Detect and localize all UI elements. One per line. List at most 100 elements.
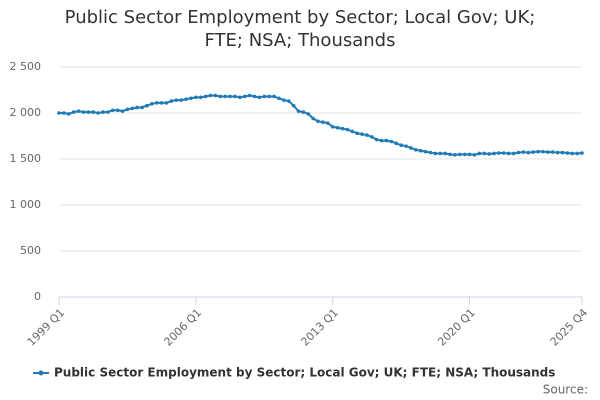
point <box>560 150 565 155</box>
point <box>511 151 516 156</box>
point <box>228 94 232 99</box>
point <box>365 133 369 137</box>
point <box>81 110 86 114</box>
point <box>433 151 438 156</box>
point <box>101 110 105 114</box>
point <box>428 150 433 155</box>
point <box>487 152 491 156</box>
point <box>379 138 384 143</box>
point <box>565 151 570 155</box>
point <box>296 109 301 113</box>
point <box>179 98 183 102</box>
point <box>340 126 345 131</box>
point <box>164 101 169 105</box>
point <box>404 144 408 148</box>
point <box>501 151 506 155</box>
point <box>154 101 159 105</box>
point <box>545 150 550 154</box>
point <box>91 110 96 114</box>
point <box>272 94 276 99</box>
point <box>291 103 296 108</box>
point <box>497 151 501 155</box>
point <box>277 96 281 101</box>
point <box>125 107 130 112</box>
point <box>267 94 271 99</box>
point <box>115 108 120 113</box>
point <box>145 103 149 108</box>
point <box>409 146 413 150</box>
x-tick-label: 2013 Q1 <box>298 306 341 349</box>
point <box>448 152 452 157</box>
y-tick-label: 2 000 <box>10 106 42 119</box>
point <box>462 152 467 157</box>
x-tick-label: 1999 Q1 <box>25 306 68 349</box>
point <box>570 151 575 156</box>
legend-marker <box>38 370 44 376</box>
point <box>477 151 482 156</box>
point <box>399 143 403 147</box>
point <box>62 111 66 115</box>
legend-label: Public Sector Employment by Sector; Loca… <box>54 366 555 380</box>
point <box>389 139 394 144</box>
point <box>316 119 320 124</box>
point <box>521 150 526 154</box>
point <box>423 149 428 154</box>
point <box>242 94 247 99</box>
point <box>506 151 511 156</box>
point <box>130 106 135 111</box>
point <box>467 152 472 157</box>
point <box>198 95 203 100</box>
point <box>414 148 418 152</box>
point <box>159 101 164 105</box>
point <box>106 110 110 114</box>
point <box>526 150 531 155</box>
point <box>550 150 555 154</box>
point <box>233 94 237 99</box>
point <box>66 112 71 116</box>
point <box>370 135 374 139</box>
point <box>189 96 193 101</box>
point <box>394 141 399 146</box>
point <box>438 151 443 156</box>
point <box>360 132 364 136</box>
point <box>374 137 379 142</box>
point <box>555 150 560 155</box>
point <box>135 105 140 110</box>
point <box>443 151 447 156</box>
y-tick-label: 2 500 <box>10 60 42 73</box>
point <box>453 153 457 157</box>
point <box>203 94 208 99</box>
point <box>96 111 100 115</box>
point <box>57 111 61 115</box>
point <box>286 99 291 103</box>
point <box>71 110 76 114</box>
point <box>301 110 306 114</box>
point <box>262 94 267 99</box>
x-tick-label: 2006 Q1 <box>162 306 205 349</box>
point <box>213 93 218 98</box>
point <box>184 97 188 101</box>
point <box>536 149 540 154</box>
point <box>580 151 584 155</box>
point <box>140 105 144 110</box>
point <box>76 109 81 113</box>
point <box>458 152 462 157</box>
point <box>208 93 213 98</box>
point <box>531 150 535 154</box>
point <box>575 151 579 156</box>
point <box>472 153 477 157</box>
point <box>223 94 227 99</box>
point <box>86 110 91 114</box>
point <box>120 109 125 113</box>
point <box>541 149 545 154</box>
y-tick-label: 1 500 <box>10 152 42 165</box>
point <box>150 102 154 106</box>
point <box>194 95 198 100</box>
point <box>355 131 359 136</box>
point <box>306 112 311 116</box>
line <box>59 94 583 156</box>
y-tick-label: 1 000 <box>10 198 42 211</box>
x-tick-label: 2020 Q1 <box>435 306 478 349</box>
